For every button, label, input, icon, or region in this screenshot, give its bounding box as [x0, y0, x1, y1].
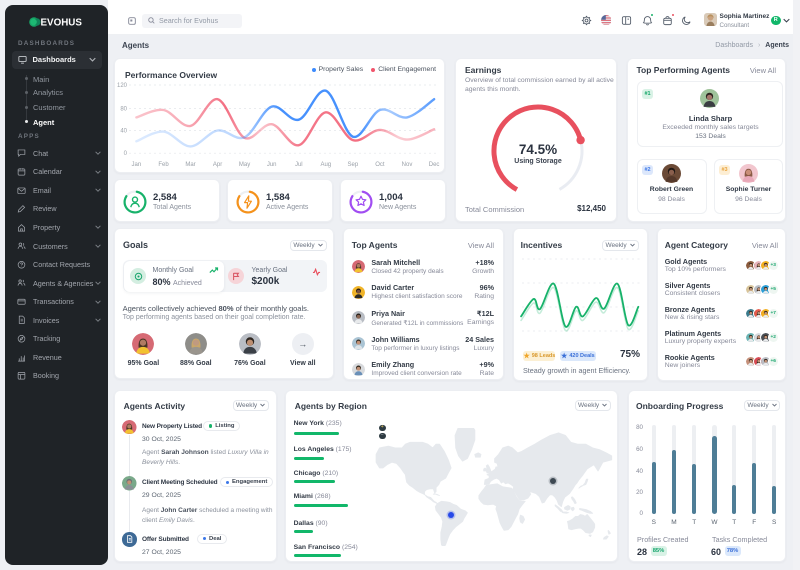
svg-text:0: 0 — [124, 151, 128, 157]
svg-text:80: 80 — [120, 107, 127, 113]
svg-text:Dec: Dec — [429, 162, 440, 168]
svg-text:Jun: Jun — [267, 162, 277, 168]
svg-text:Nov: Nov — [402, 162, 413, 168]
svg-text:120: 120 — [117, 83, 128, 89]
svg-text:Mar: Mar — [185, 162, 195, 168]
svg-text:40: 40 — [120, 128, 127, 134]
svg-text:Oct: Oct — [375, 162, 385, 168]
svg-text:Sep: Sep — [348, 162, 359, 168]
svg-text:Apr: Apr — [213, 162, 222, 168]
svg-text:Feb: Feb — [158, 162, 169, 168]
svg-text:Jul: Jul — [295, 162, 303, 168]
svg-text:EVOHUS: EVOHUS — [40, 17, 82, 27]
svg-text:Aug: Aug — [320, 162, 331, 168]
svg-text:Jan: Jan — [132, 162, 142, 168]
svg-text:May: May — [239, 162, 250, 168]
